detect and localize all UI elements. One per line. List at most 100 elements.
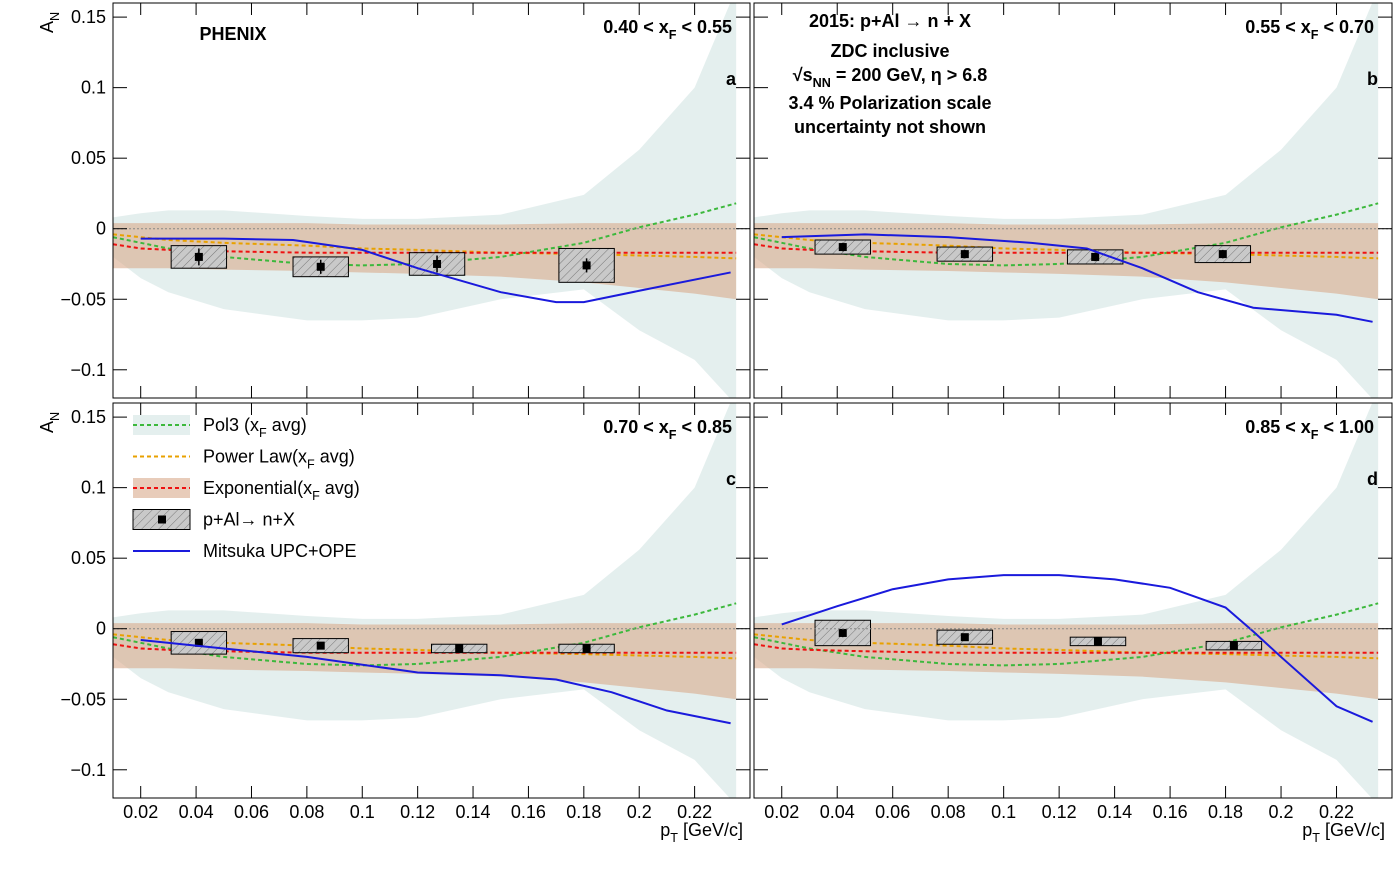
fit-line xyxy=(113,602,737,667)
x-tick-label: 0.18 xyxy=(1208,802,1243,822)
x-axis-label-sub: T xyxy=(670,831,678,845)
x-axis-label-sub: T xyxy=(1312,831,1320,845)
y-axis-label: AN xyxy=(37,412,62,433)
marker xyxy=(1229,641,1238,650)
x-tick-label: 0.12 xyxy=(400,802,435,822)
fit-line xyxy=(754,602,1379,667)
marker xyxy=(1091,252,1100,261)
experiment: PHENIX xyxy=(199,24,266,44)
note: 2015: p+Al → n + X xyxy=(809,11,971,31)
marker xyxy=(582,261,591,270)
fit-band xyxy=(754,403,1379,798)
x-axis-label-main: p xyxy=(1302,820,1312,840)
fit-line xyxy=(754,643,1379,654)
x-tick-label: 0.08 xyxy=(289,802,324,822)
x-tick-label: 0.2 xyxy=(1269,802,1294,822)
plot-area xyxy=(113,3,737,398)
x-tick-label: 0.02 xyxy=(764,802,799,822)
panel-letter: b xyxy=(1367,69,1378,89)
x-axis-label: pT [GeV/c] xyxy=(1302,820,1385,845)
legend-label-sub: F xyxy=(312,489,320,503)
x-tick-label: 0.12 xyxy=(1042,802,1077,822)
note: 3.4 % Polarization scale xyxy=(788,93,991,113)
range-label: 0.70 < xF < 0.85 xyxy=(603,417,732,442)
y-tick-label: 0.1 xyxy=(81,478,106,498)
y-axis-label-sub: N xyxy=(48,412,62,421)
x-axis-label: pT [GeV/c] xyxy=(660,820,743,845)
legend-label: Mitsuka UPC+OPE xyxy=(203,541,357,561)
legend-label-main: avg) xyxy=(267,415,307,435)
plot-area xyxy=(113,403,737,798)
marker xyxy=(455,644,464,653)
y-axis-label-main: A xyxy=(37,421,57,433)
x-axis-label-main: [GeV/c] xyxy=(678,820,743,840)
legend-label-main: Power Law(x xyxy=(203,447,307,467)
range-label-main: < 1.00 xyxy=(1318,417,1374,437)
panel-letter: d xyxy=(1367,469,1378,489)
range-label: 0.40 < xF < 0.55 xyxy=(603,17,732,42)
legend-label-sub: F xyxy=(259,426,267,440)
x-tick-label: 0.14 xyxy=(456,802,491,822)
y-axis-label-sub: N xyxy=(48,12,62,21)
note-main: = 200 GeV, η > 6.8 xyxy=(831,65,987,85)
range-label: 0.85 < xF < 1.00 xyxy=(1245,417,1374,442)
legend-label-sub: F xyxy=(307,458,315,472)
range-label-sub: F xyxy=(669,28,677,42)
y-tick-label: 0.05 xyxy=(71,548,106,568)
fit-line xyxy=(113,633,737,660)
note: √sNN = 200 GeV, η > 6.8 xyxy=(793,65,988,90)
x-tick-label: 0.22 xyxy=(1319,802,1354,822)
y-axis-label: AN xyxy=(37,12,62,33)
frame xyxy=(112,402,751,799)
legend-label-main: Pol3 (x xyxy=(203,415,259,435)
fit-line xyxy=(754,243,1379,254)
y-tick-label: 0.15 xyxy=(71,407,106,427)
fit-band xyxy=(754,223,1379,300)
legend-marker xyxy=(158,515,166,524)
range-label-main: 0.70 < x xyxy=(603,417,669,437)
x-tick-label: 0.06 xyxy=(234,802,269,822)
y-tick-label: −0.05 xyxy=(60,689,106,709)
panel-letter: a xyxy=(726,69,737,89)
fit-line xyxy=(754,233,1379,260)
y-tick-label: 0.05 xyxy=(71,148,106,168)
marker xyxy=(433,259,442,268)
plot-area xyxy=(754,403,1379,798)
fit-band xyxy=(754,3,1379,398)
fit-line xyxy=(754,633,1379,660)
legend-label-main: Exponential(x xyxy=(203,478,312,498)
fit-band xyxy=(113,623,737,700)
y-tick-label: 0.15 xyxy=(71,7,106,27)
note-main: √s xyxy=(793,65,813,85)
panel-letter: c xyxy=(726,469,736,489)
x-tick-label: 0.2 xyxy=(627,802,652,822)
x-tick-label: 0.1 xyxy=(350,802,375,822)
x-tick-label: 0.18 xyxy=(566,802,601,822)
range-label: 0.55 < xF < 0.70 xyxy=(1245,17,1374,42)
x-tick-label: 0.16 xyxy=(1153,802,1188,822)
marker xyxy=(1218,250,1227,259)
model-line xyxy=(140,639,731,725)
y-tick-label: 0 xyxy=(96,219,106,239)
x-axis-label-main: p xyxy=(660,820,670,840)
x-tick-label: 0.08 xyxy=(931,802,966,822)
y-tick-label: −0.1 xyxy=(70,760,106,780)
marker xyxy=(838,628,847,637)
legend-label-main: avg) xyxy=(315,447,355,467)
y-tick-label: 0 xyxy=(96,619,106,639)
plot-area xyxy=(754,3,1379,398)
marker xyxy=(316,262,325,271)
range-label-main: < 0.70 xyxy=(1318,17,1374,37)
range-label-main: 0.40 < x xyxy=(603,17,669,37)
x-tick-label: 0.1 xyxy=(991,802,1016,822)
range-label-sub: F xyxy=(1311,28,1319,42)
x-tick-label: 0.06 xyxy=(875,802,910,822)
marker xyxy=(960,250,969,259)
fit-line xyxy=(113,202,737,267)
legend-label: Pol3 (xF avg) xyxy=(203,415,307,440)
frame xyxy=(112,2,751,399)
model-line xyxy=(781,574,1373,723)
note: uncertainty not shown xyxy=(794,117,986,137)
marker xyxy=(1093,637,1102,646)
